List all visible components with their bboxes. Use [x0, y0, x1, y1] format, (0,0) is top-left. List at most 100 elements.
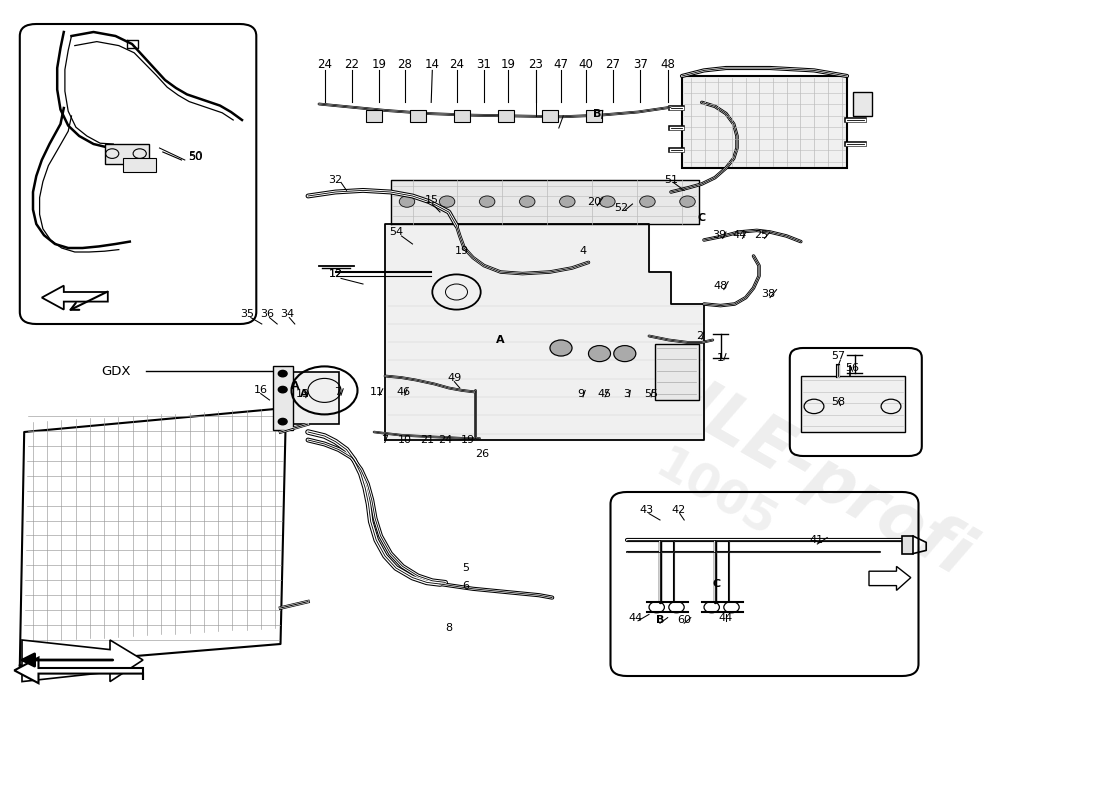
Text: B: B	[656, 615, 664, 625]
Text: 6: 6	[462, 582, 469, 591]
Text: 20: 20	[587, 197, 601, 206]
Text: 55: 55	[645, 389, 658, 398]
Text: 24: 24	[439, 435, 452, 445]
Text: 12: 12	[329, 270, 342, 279]
Circle shape	[640, 196, 656, 207]
Text: 39: 39	[713, 230, 726, 240]
Text: 54: 54	[389, 227, 403, 237]
Text: 7: 7	[334, 387, 341, 397]
Text: 51: 51	[664, 175, 678, 185]
Text: 31: 31	[476, 58, 492, 70]
Text: 56: 56	[846, 363, 859, 373]
Text: 35: 35	[241, 310, 254, 319]
Circle shape	[480, 196, 495, 207]
Text: B: B	[593, 109, 602, 118]
Text: 52: 52	[615, 203, 628, 213]
Text: 49: 49	[448, 374, 461, 383]
Circle shape	[439, 196, 454, 207]
Circle shape	[588, 346, 610, 362]
Text: autoTEILE-profi: autoTEILE-profi	[448, 242, 982, 590]
Text: 19: 19	[461, 435, 474, 445]
Circle shape	[278, 370, 287, 377]
Text: 45: 45	[598, 389, 612, 398]
Bar	[366, 110, 382, 122]
Text: C: C	[697, 213, 706, 222]
Text: 1: 1	[717, 353, 724, 362]
Text: 24: 24	[317, 58, 332, 70]
Bar	[454, 110, 470, 122]
Text: 9: 9	[578, 389, 584, 398]
Text: 19: 19	[500, 58, 516, 70]
Text: 14: 14	[425, 58, 440, 70]
Bar	[852, 92, 872, 116]
Text: 15: 15	[426, 195, 439, 205]
Bar	[586, 110, 602, 122]
Text: 41: 41	[810, 535, 823, 545]
Polygon shape	[22, 640, 143, 682]
Circle shape	[550, 340, 572, 356]
Bar	[410, 110, 426, 122]
Text: 11: 11	[371, 387, 384, 397]
Text: 60: 60	[678, 615, 691, 625]
Text: GDX: GDX	[101, 365, 130, 378]
Text: 44: 44	[733, 230, 746, 240]
Bar	[682, 76, 847, 168]
Text: A: A	[290, 382, 299, 391]
Text: 13: 13	[296, 390, 309, 399]
Bar	[654, 344, 698, 400]
Polygon shape	[20, 408, 286, 666]
Text: 25: 25	[755, 230, 768, 240]
Circle shape	[278, 386, 287, 393]
Circle shape	[680, 196, 695, 207]
Text: 34: 34	[280, 310, 294, 319]
Circle shape	[399, 196, 415, 207]
Text: 27: 27	[605, 58, 620, 70]
Text: 5: 5	[462, 563, 469, 573]
Text: 19: 19	[455, 246, 469, 256]
Text: 37: 37	[632, 58, 648, 70]
Text: 57: 57	[832, 351, 845, 361]
Bar	[123, 158, 156, 172]
Text: 3: 3	[624, 389, 630, 398]
Text: 42: 42	[672, 506, 685, 515]
Polygon shape	[385, 224, 704, 440]
Text: 36: 36	[261, 310, 274, 319]
Text: 50: 50	[188, 150, 204, 163]
Bar	[542, 110, 558, 122]
Bar	[801, 376, 905, 432]
Circle shape	[278, 418, 287, 425]
Text: 28: 28	[397, 58, 412, 70]
Text: 22: 22	[344, 58, 360, 70]
Text: 48: 48	[660, 58, 675, 70]
Text: 10: 10	[398, 435, 411, 445]
Text: 50: 50	[188, 152, 201, 162]
Text: 12: 12	[329, 269, 342, 278]
Text: 24: 24	[449, 58, 464, 70]
Circle shape	[519, 196, 535, 207]
Text: 19: 19	[372, 58, 387, 70]
Polygon shape	[42, 286, 108, 310]
Text: 26: 26	[475, 450, 488, 459]
Polygon shape	[869, 566, 911, 590]
Bar	[498, 110, 514, 122]
Bar	[902, 536, 913, 554]
Circle shape	[600, 196, 615, 207]
Text: C: C	[712, 579, 720, 589]
Text: 40: 40	[579, 58, 594, 70]
Bar	[273, 366, 293, 430]
Polygon shape	[14, 658, 143, 683]
Text: 43: 43	[640, 506, 653, 515]
Text: A: A	[496, 335, 505, 345]
Circle shape	[560, 196, 575, 207]
Text: A: A	[299, 390, 308, 399]
Text: 58: 58	[832, 398, 845, 407]
Text: 4: 4	[580, 246, 586, 256]
Text: 21: 21	[420, 435, 433, 445]
Circle shape	[614, 346, 636, 362]
Text: 32: 32	[329, 175, 342, 185]
Text: 44: 44	[629, 613, 642, 622]
Text: 38: 38	[761, 289, 774, 298]
Text: 1005: 1005	[647, 444, 783, 548]
Text: 46: 46	[397, 387, 410, 397]
Text: 48: 48	[714, 281, 727, 290]
